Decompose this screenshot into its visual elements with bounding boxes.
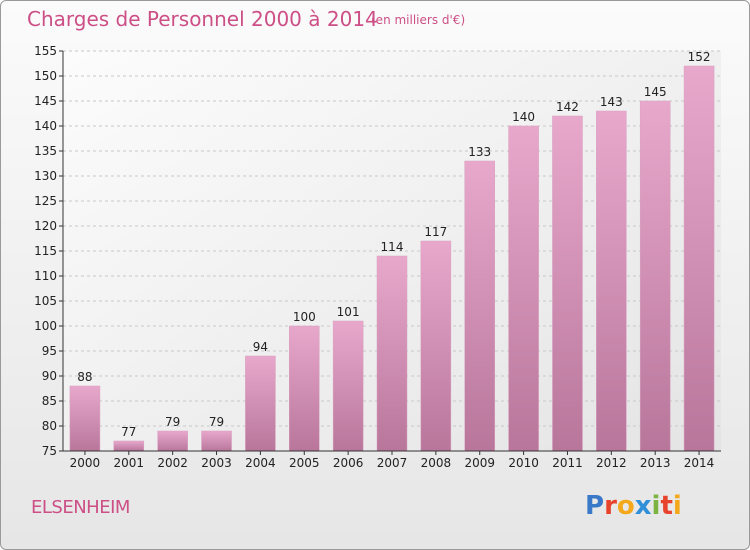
logo-letter: i (651, 491, 661, 521)
y-tick-label: 80 (42, 419, 57, 433)
y-tick-label: 125 (34, 194, 57, 208)
value-label-2011: 142 (556, 100, 579, 114)
value-label-2012: 143 (600, 95, 623, 109)
bar-2002 (157, 430, 188, 452)
value-label-2009: 133 (468, 145, 491, 159)
x-tick-label-2003: 2003 (201, 456, 232, 470)
logo-letter: r (604, 491, 617, 521)
x-tick-label-2000: 2000 (70, 456, 101, 470)
y-tick-label: 105 (34, 294, 57, 308)
bar-2007 (376, 255, 408, 452)
y-tick-label: 135 (34, 144, 57, 158)
bar-2003 (201, 430, 232, 452)
y-tick-label: 120 (34, 219, 57, 233)
value-label-2006: 101 (337, 305, 360, 319)
bar-2004 (245, 355, 276, 452)
bar-2012 (596, 110, 627, 452)
logo-letter: x (634, 491, 652, 521)
x-tick-label-2005: 2005 (289, 456, 320, 470)
value-label-2007: 114 (381, 240, 404, 254)
x-tick-label-2001: 2001 (114, 456, 145, 470)
y-tick-label: 85 (42, 394, 57, 408)
value-label-2002: 79 (165, 415, 180, 429)
y-tick-label: 130 (34, 169, 57, 183)
y-tick-label: 100 (34, 319, 57, 333)
x-tick-label-2014: 2014 (684, 456, 715, 470)
bar-2011 (552, 115, 583, 452)
commune-name: ELSENHEIM (31, 497, 130, 518)
y-tick-label: 75 (42, 444, 57, 458)
x-tick-label-2013: 2013 (640, 456, 671, 470)
logo-letter: i (672, 491, 682, 521)
value-label-2010: 140 (512, 110, 535, 124)
x-tick-label-2004: 2004 (245, 456, 276, 470)
y-tick-label: 115 (34, 244, 57, 258)
bar-2006 (332, 320, 364, 452)
x-tick-label-2010: 2010 (508, 456, 539, 470)
value-label-2003: 79 (209, 415, 224, 429)
y-tick-label: 150 (34, 69, 57, 83)
x-tick-label-2012: 2012 (596, 456, 627, 470)
bar-2009 (464, 160, 495, 452)
value-label-2013: 145 (644, 85, 667, 99)
chart-title: Charges de Personnel 2000 à 2014 (27, 7, 378, 31)
bar-2000 (69, 385, 101, 452)
x-tick-label-2009: 2009 (464, 456, 495, 470)
x-tick-label-2011: 2011 (552, 456, 583, 470)
bar-2014 (683, 65, 715, 452)
bar-2001 (113, 440, 145, 452)
bar-2013 (639, 100, 671, 452)
logo-letter: P (585, 491, 605, 521)
x-tick-label-2002: 2002 (157, 456, 188, 470)
logo-letter: o (616, 491, 635, 521)
value-label-2000: 88 (77, 370, 92, 384)
y-tick-label: 90 (42, 369, 57, 383)
logo-letter: t (660, 491, 673, 521)
value-label-2008: 117 (424, 225, 447, 239)
value-label-2005: 100 (293, 310, 316, 324)
chart-subtitle: (en milliers d'€) (371, 13, 466, 27)
y-tick-label: 110 (34, 269, 57, 283)
bar-2008 (420, 240, 452, 452)
proxiti-logo: Proxiti (585, 491, 682, 521)
y-tick-label: 95 (42, 344, 57, 358)
x-tick-label-2008: 2008 (421, 456, 452, 470)
value-label-2001: 77 (121, 425, 136, 439)
bar-2005 (289, 325, 320, 452)
y-tick-label: 140 (34, 119, 57, 133)
x-tick-label-2006: 2006 (333, 456, 364, 470)
x-tick-label-2007: 2007 (377, 456, 408, 470)
value-label-2014: 152 (688, 50, 711, 64)
bar-2010 (508, 125, 539, 452)
value-label-2004: 94 (253, 340, 268, 354)
y-tick-label: 145 (34, 94, 57, 108)
y-tick-label: 155 (34, 44, 57, 58)
